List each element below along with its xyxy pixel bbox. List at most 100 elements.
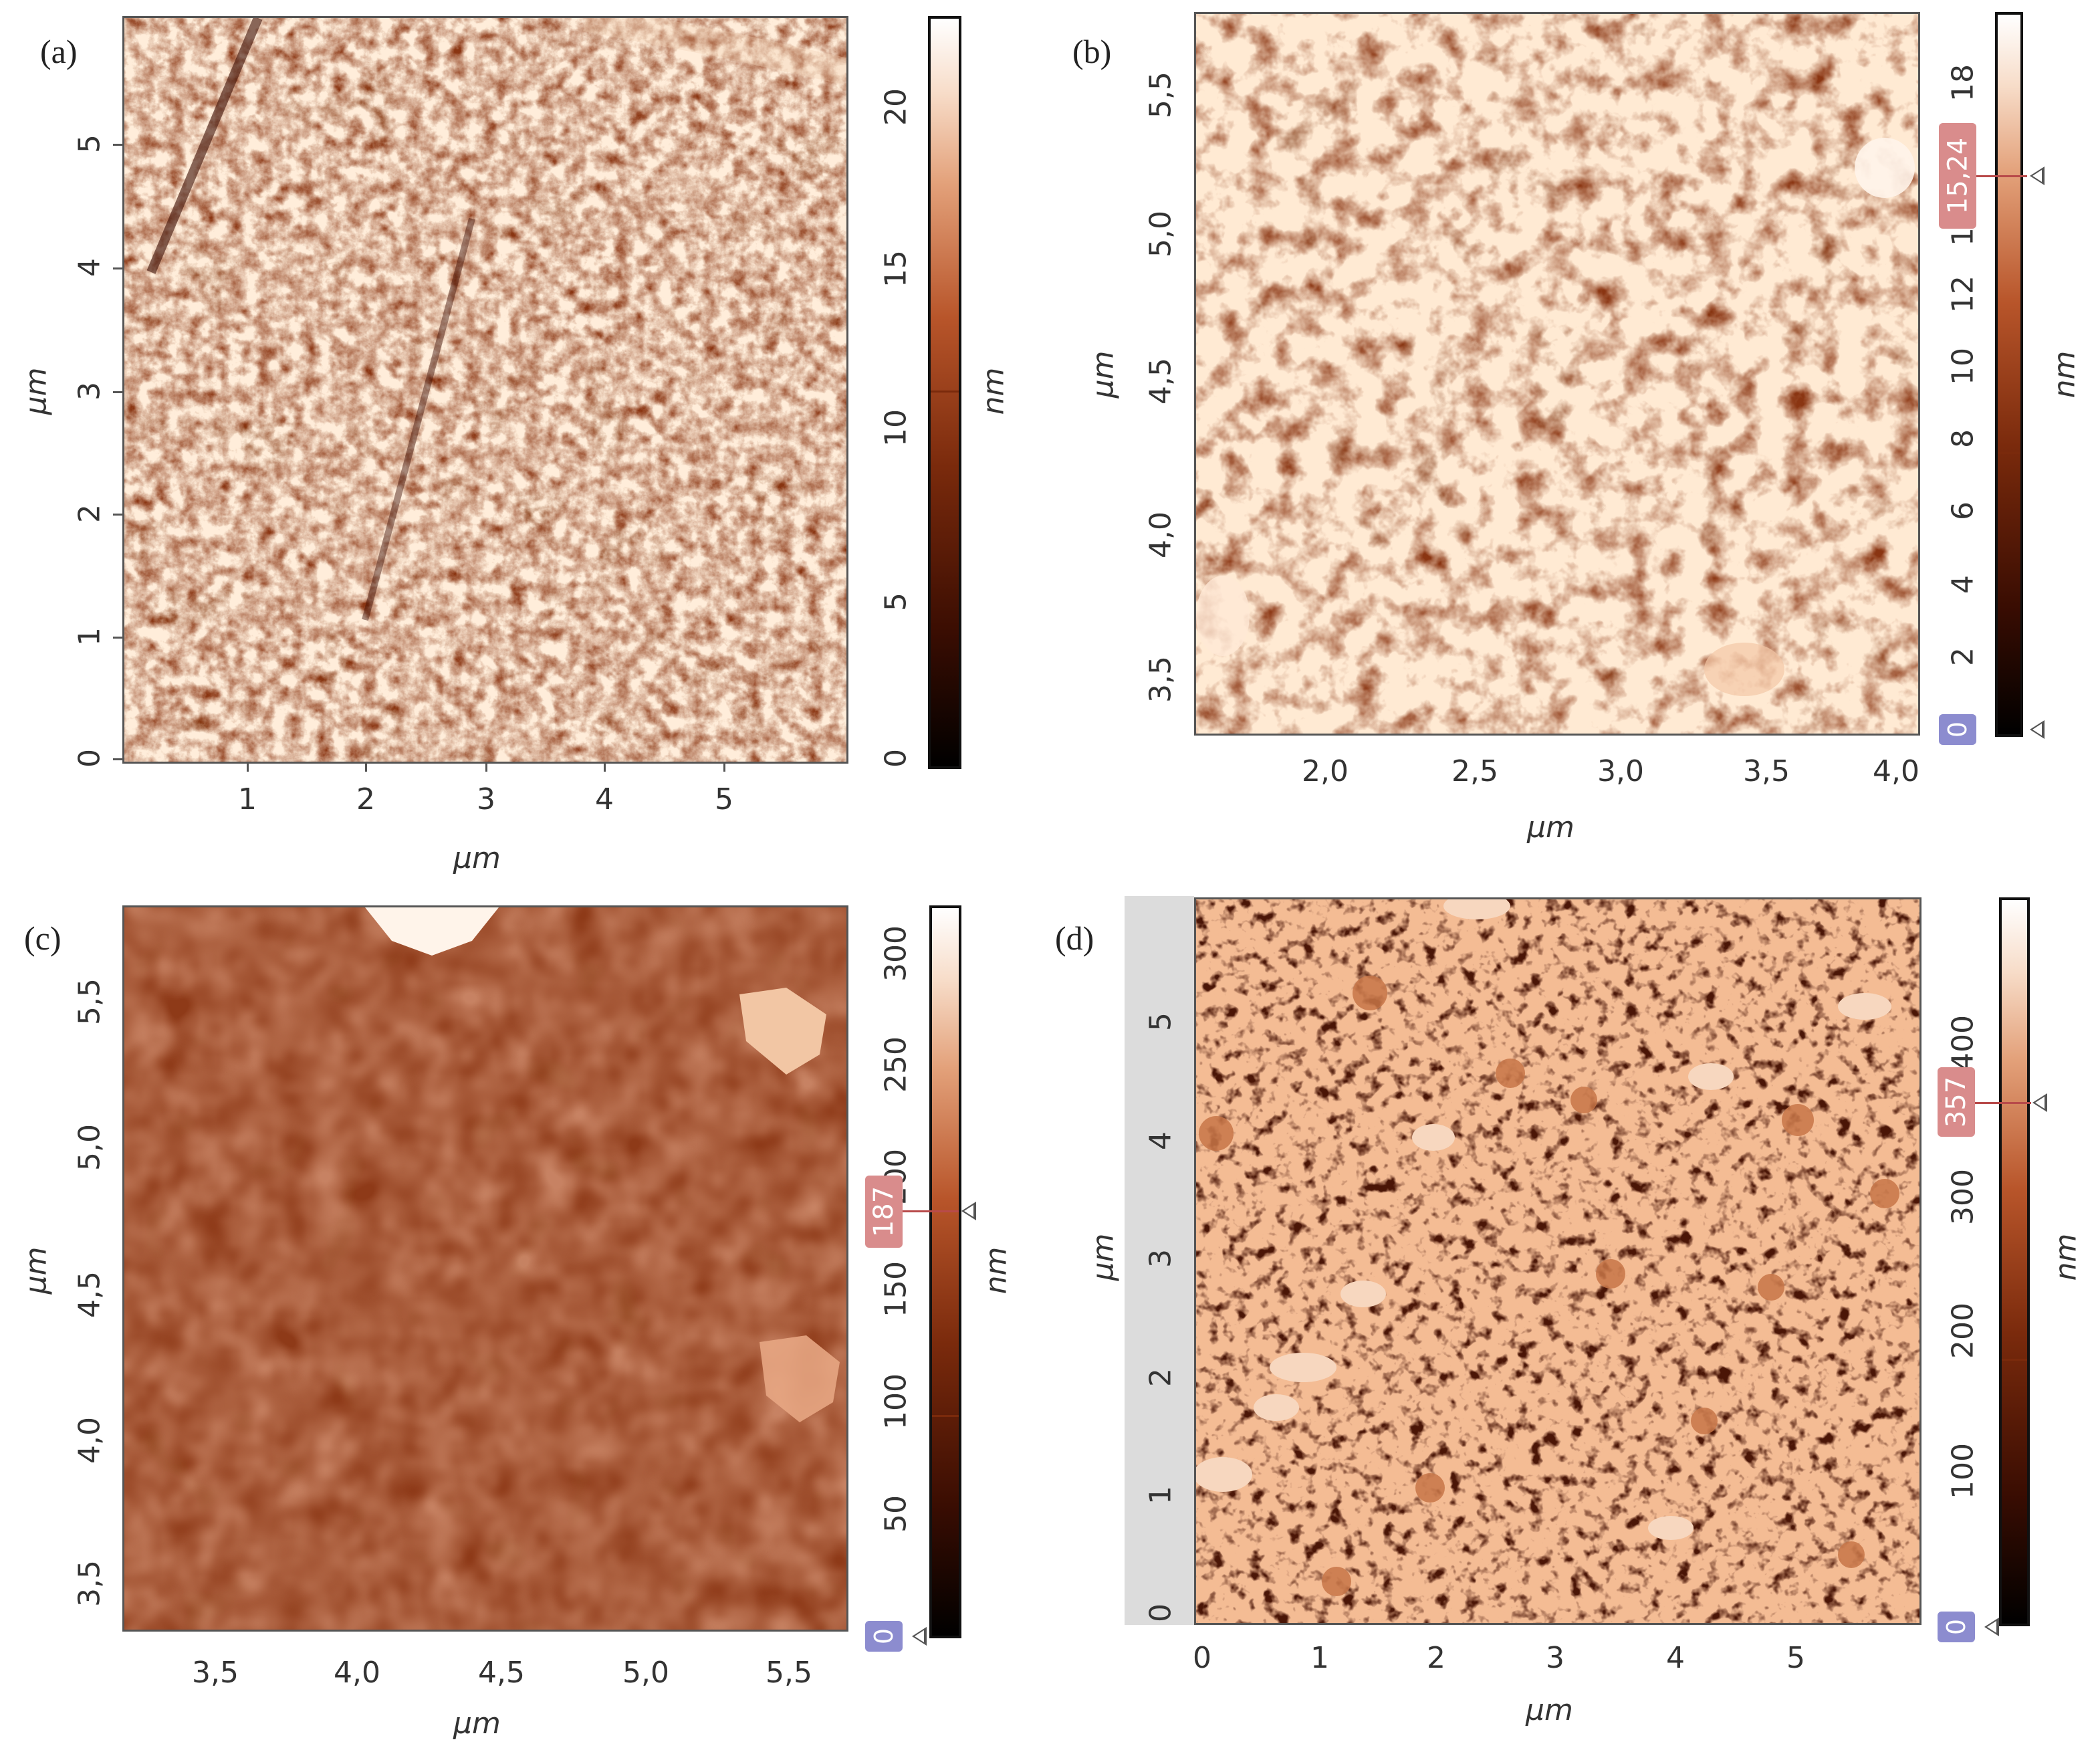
colorbar-unit: nm xyxy=(979,1246,1014,1295)
panel-label: (a) xyxy=(40,33,78,70)
zero-pointer-icon[interactable] xyxy=(1984,1618,1999,1636)
colorbar-c xyxy=(929,905,961,1638)
y-axis-label: μm xyxy=(1086,350,1121,399)
colorbar-tick-label: 100 xyxy=(1946,1443,1980,1499)
marker-line xyxy=(1975,1102,2031,1104)
y-tick-label: 3 xyxy=(1143,1249,1178,1268)
y-tick-label: 5 xyxy=(1143,1012,1178,1031)
colorbar-level-line xyxy=(932,1415,959,1417)
x-tick-label: 1 xyxy=(1310,1641,1329,1675)
colorbar-tick-label: 10 xyxy=(1946,348,1980,385)
zero-marker[interactable]: 0 xyxy=(1938,1612,1975,1642)
colorbar-tick-label: 20 xyxy=(879,88,913,126)
marker-line xyxy=(903,1210,959,1212)
colorbar-tick-label: 18 xyxy=(1946,64,1980,102)
x-tick-label: 4,0 xyxy=(1873,754,1919,788)
afm-image-a xyxy=(122,16,848,764)
colorbar-unit: nm xyxy=(2047,350,2082,399)
afm-texture-d xyxy=(1196,899,1919,1623)
marker-pointer-icon[interactable] xyxy=(961,1202,976,1220)
colorbar-tick-label: 300 xyxy=(1946,1169,1980,1225)
y-tick-label: 5 xyxy=(72,134,107,153)
y-tick-label: 3,5 xyxy=(1143,656,1178,703)
colorbar-tick-label: 6 xyxy=(1946,502,1980,520)
x-axis-label: μm xyxy=(453,1706,501,1741)
gray-margin xyxy=(1125,896,1194,1625)
colorbar-tick-label: 300 xyxy=(879,925,913,982)
y-axis-label: μm xyxy=(19,367,53,415)
x-axis-label: μm xyxy=(1526,1693,1573,1727)
x-axis-label: μm xyxy=(453,841,501,875)
zero-marker[interactable]: 0 xyxy=(1939,714,1976,745)
marker-value: 15,24 xyxy=(1942,137,1974,215)
x-tick-label: 3 xyxy=(477,782,495,816)
afm-image-b xyxy=(1194,12,1920,736)
y-tick-label: 4 xyxy=(72,258,107,277)
colorbar-tick-label: 2 xyxy=(1946,647,1980,666)
y-tick-label: 2 xyxy=(1143,1368,1178,1387)
colorbar-tick-label: 12 xyxy=(1946,275,1980,313)
x-tick-label: 4 xyxy=(595,782,614,816)
x-tick-mark xyxy=(247,762,249,772)
y-tick-mark xyxy=(113,758,122,760)
x-tick-label: 4 xyxy=(1666,1641,1685,1675)
y-tick-label: 4,5 xyxy=(1143,358,1178,405)
x-tick-mark xyxy=(365,762,367,772)
colorbar-level-line xyxy=(1998,452,2020,454)
zero-pointer-icon[interactable] xyxy=(2030,720,2045,739)
y-tick-label: 4,0 xyxy=(72,1417,107,1464)
x-tick-label: 5 xyxy=(1786,1641,1805,1675)
y-tick-mark xyxy=(113,267,122,269)
x-tick-label: 3,5 xyxy=(192,1656,239,1690)
y-tick-mark xyxy=(113,144,122,146)
x-tick-label: 3,5 xyxy=(1743,754,1790,788)
height-marker[interactable]: 187 xyxy=(865,1176,903,1248)
height-marker[interactable]: 357 xyxy=(1938,1067,1975,1137)
y-axis-label: μm xyxy=(19,1246,53,1295)
colorbar-d xyxy=(1999,897,2030,1626)
x-tick-label: 1 xyxy=(238,782,257,816)
panel-label: (c) xyxy=(24,919,62,957)
y-tick-label: 4,0 xyxy=(1143,512,1178,558)
colorbar-tick-label: 50 xyxy=(879,1495,913,1533)
y-tick-mark xyxy=(113,391,122,393)
colorbar-tick-label: 15 xyxy=(879,250,913,288)
y-tick-label: 3,5 xyxy=(72,1560,107,1607)
y-tick-mark xyxy=(113,514,122,516)
x-tick-label: 2,5 xyxy=(1451,754,1498,788)
y-tick-label: 5,5 xyxy=(1143,72,1178,118)
x-tick-label: 2,0 xyxy=(1302,754,1349,788)
zero-pointer-icon[interactable] xyxy=(912,1627,927,1646)
marker-pointer-icon[interactable] xyxy=(2030,167,2045,185)
x-tick-label: 5 xyxy=(715,782,733,816)
colorbar-tick-label: 5 xyxy=(879,592,913,611)
colorbar-unit: nm xyxy=(2049,1233,2083,1281)
colorbar-tick-label: 8 xyxy=(1946,429,1980,448)
marker-pointer-icon[interactable] xyxy=(2032,1093,2047,1112)
y-tick-label: 0 xyxy=(72,749,107,768)
height-marker[interactable]: 15,24 xyxy=(1939,123,1976,229)
x-axis-label: μm xyxy=(1527,810,1575,845)
x-tick-label: 5,0 xyxy=(622,1656,669,1690)
marker-value: 357 xyxy=(1941,1076,1972,1128)
y-tick-label: 5,5 xyxy=(72,978,107,1025)
y-axis-label: μm xyxy=(1086,1233,1121,1281)
panel-label: (b) xyxy=(1072,33,1112,70)
y-tick-label: 5,0 xyxy=(1143,211,1178,257)
x-tick-label: 2 xyxy=(1427,1641,1445,1675)
y-tick-label: 0 xyxy=(1143,1604,1178,1622)
x-tick-label: 3 xyxy=(1546,1641,1564,1675)
colorbar-tick-label: 4 xyxy=(1946,575,1980,594)
y-tick-mark xyxy=(113,637,122,639)
colorbar-tick-label: 150 xyxy=(879,1261,913,1317)
x-tick-mark xyxy=(485,762,487,772)
colorbar-tick-label: 200 xyxy=(1946,1303,1980,1359)
colorbar-tick-label: 400 xyxy=(1946,1015,1980,1071)
x-tick-label: 4,0 xyxy=(334,1656,380,1690)
x-tick-mark xyxy=(723,762,725,772)
zero-marker[interactable]: 0 xyxy=(865,1621,903,1652)
y-tick-label: 1 xyxy=(1143,1486,1178,1505)
colorbar-unit: nm xyxy=(976,367,1011,415)
colorbar-level-line xyxy=(2002,1359,2027,1361)
marker-value: 187 xyxy=(868,1186,900,1238)
